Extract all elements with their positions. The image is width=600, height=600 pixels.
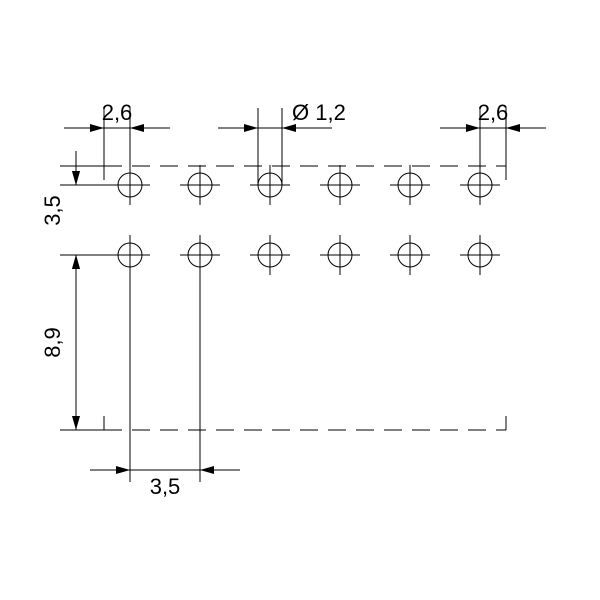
svg-text:2,6: 2,6 xyxy=(478,100,509,125)
svg-text:8,9: 8,9 xyxy=(40,327,65,358)
svg-text:Ø 1,2: Ø 1,2 xyxy=(292,100,346,125)
svg-text:3,5: 3,5 xyxy=(40,195,65,226)
svg-text:3,5: 3,5 xyxy=(150,474,181,499)
dimension-drawing: 2,6 2,6 Ø 1,2 3,5 8,9 3,5 xyxy=(0,0,600,600)
svg-text:2,6: 2,6 xyxy=(102,100,133,125)
